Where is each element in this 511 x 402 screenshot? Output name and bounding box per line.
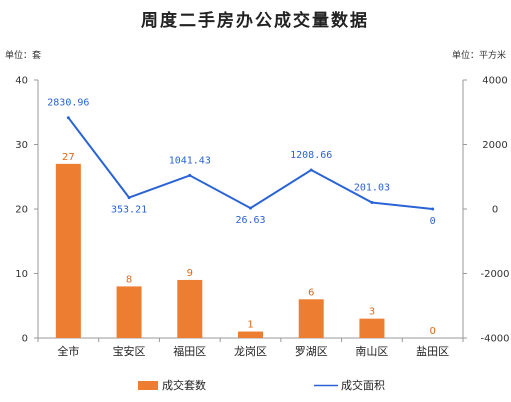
line-point xyxy=(188,173,192,177)
bar xyxy=(55,163,81,338)
line-value-label: 26.63 xyxy=(235,215,265,226)
bar-series: 27 8 9 1 6 3 0 xyxy=(55,152,436,338)
left-tick-label: 10 xyxy=(15,269,28,280)
line-point xyxy=(66,116,70,120)
bar xyxy=(116,286,142,338)
legend-line-label: 成交面积 xyxy=(341,378,385,392)
chart-title: 周度二手房办公成交量数据 xyxy=(141,10,369,31)
category-label: 福田区 xyxy=(173,344,206,358)
line-point xyxy=(309,168,313,172)
legend-bar-label: 成交套数 xyxy=(162,378,206,392)
line-value-label: 1208.66 xyxy=(290,150,332,161)
line-value-label: 1041.43 xyxy=(169,155,211,166)
left-tick-label: 20 xyxy=(15,205,28,216)
right-tick-label: 2000 xyxy=(482,140,507,151)
bar xyxy=(238,331,263,338)
bar-value-label: 6 xyxy=(308,287,314,298)
right-tick-label: 0 xyxy=(492,205,498,216)
left-axis-unit: 单位：套 xyxy=(5,49,41,61)
bar-value-label: 3 xyxy=(369,307,375,318)
line-value-label: 353.21 xyxy=(111,205,147,216)
legend-bar-swatch xyxy=(138,381,158,390)
right-tick-label: -2000 xyxy=(480,269,509,280)
bar-value-label: 0 xyxy=(429,326,435,337)
category-label: 盐田区 xyxy=(416,345,449,358)
category-label: 全市 xyxy=(57,344,79,358)
category-label: 罗湖区 xyxy=(295,345,328,358)
bar-value-label: 1 xyxy=(247,320,253,331)
line-value-label: 201.03 xyxy=(354,183,390,194)
right-tick-label: 4000 xyxy=(482,76,507,87)
bar xyxy=(359,318,385,338)
line-point xyxy=(431,207,435,211)
line-series: 2830.96 353.21 1041.43 26.63 1208.66 201.03 0 xyxy=(47,98,435,227)
bar-value-label: 27 xyxy=(62,152,75,163)
line-point xyxy=(249,206,252,210)
line-point xyxy=(127,196,131,200)
left-tick-label: 30 xyxy=(15,140,28,151)
line-path xyxy=(67,117,433,210)
left-tick-label: 40 xyxy=(15,76,28,87)
line-value-label: 2830.96 xyxy=(47,98,89,109)
chart-legend: 成交套数 成交面积 xyxy=(138,378,385,392)
category-label: 南山区 xyxy=(355,345,388,358)
category-label: 宝安区 xyxy=(113,344,146,358)
right-tick-label: -4000 xyxy=(480,334,509,345)
bar-value-label: 8 xyxy=(126,274,132,285)
bar-value-label: 9 xyxy=(187,268,193,279)
category-label: 龙岗区 xyxy=(234,345,267,358)
left-tick-label: 0 xyxy=(22,334,28,345)
right-axis-unit: 单位：平方米 xyxy=(452,49,506,61)
line-value-label: 0 xyxy=(430,216,436,227)
bar xyxy=(177,279,203,338)
line-point xyxy=(370,201,374,205)
bar xyxy=(298,299,324,338)
category-labels: 全市 宝安区 福田区 龙岗区 罗湖区 南山区 盐田区 xyxy=(57,344,449,358)
